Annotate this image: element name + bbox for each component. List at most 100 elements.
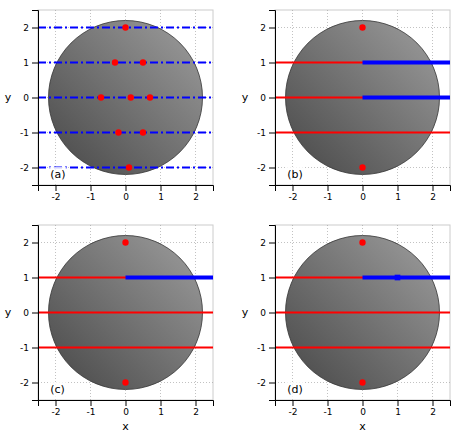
y-axis-label: y xyxy=(5,91,12,104)
tick: -2 xyxy=(20,163,38,173)
tick-mark xyxy=(32,278,38,279)
point xyxy=(140,129,146,135)
x-axis: -2-1012 xyxy=(276,400,451,417)
tick: 2 xyxy=(430,185,436,202)
point xyxy=(359,379,365,385)
grid-line xyxy=(275,62,450,63)
tick: 0 xyxy=(23,93,38,103)
y-axis: -2-1012 xyxy=(20,11,38,186)
tick-mark xyxy=(293,400,294,406)
grid-line xyxy=(38,277,213,278)
tick-label: -1 xyxy=(324,192,333,202)
panel-label: (b) xyxy=(287,168,303,181)
tick: 2 xyxy=(23,23,38,33)
tick: -1 xyxy=(257,343,275,353)
plot-frame xyxy=(275,225,450,400)
annotation: (b) xyxy=(286,167,304,182)
tick-label: 0 xyxy=(123,192,129,202)
plot-frame xyxy=(275,10,450,185)
tick: -1 xyxy=(20,128,38,138)
axis-line xyxy=(269,226,276,401)
panel-label-background xyxy=(49,167,66,182)
panel-label-background xyxy=(286,167,304,182)
panel-label-background xyxy=(286,382,304,397)
tick-label: 1 xyxy=(158,192,164,202)
tick-mark xyxy=(91,185,92,191)
tick-label: -1 xyxy=(257,343,266,353)
tick-mark xyxy=(269,98,275,99)
tick-label: -2 xyxy=(52,407,61,417)
plot-area xyxy=(38,225,213,400)
y-axis: -2-1012 xyxy=(20,226,38,401)
tick-label: 2 xyxy=(430,192,436,202)
tick: 1 xyxy=(158,400,164,417)
tick-label: 2 xyxy=(260,238,266,248)
tick: -2 xyxy=(257,378,275,388)
series xyxy=(363,277,451,278)
tick-mark xyxy=(56,400,57,406)
grid-line xyxy=(38,347,213,348)
tick-label: 2 xyxy=(260,23,266,33)
tick-label: 2 xyxy=(193,192,199,202)
tick-mark xyxy=(32,98,38,99)
point xyxy=(126,164,132,170)
tick-mark xyxy=(161,185,162,191)
horizontal-line xyxy=(275,277,450,279)
tick: 0 xyxy=(260,93,275,103)
annotation: (c) xyxy=(49,382,66,397)
tick: 1 xyxy=(260,58,275,68)
tick-label: 0 xyxy=(260,308,266,318)
panel: -2-1012-2-1012y(a) xyxy=(5,10,214,202)
point xyxy=(359,164,365,170)
tick-label: 2 xyxy=(430,407,436,417)
point xyxy=(122,24,128,30)
tick-mark xyxy=(126,400,127,406)
axis-line xyxy=(39,401,214,407)
tick-mark xyxy=(269,243,275,244)
grid-line xyxy=(275,277,450,278)
horizontal-line xyxy=(275,312,450,314)
series xyxy=(38,278,213,348)
tick-label: 0 xyxy=(260,93,266,103)
tick-mark xyxy=(91,400,92,406)
tick: 1 xyxy=(23,273,38,283)
tick-mark xyxy=(161,400,162,406)
tick-label: 0 xyxy=(123,407,129,417)
panel-label: (d) xyxy=(287,383,303,396)
y-axis: -2-1012 xyxy=(257,226,275,401)
horizontal-line xyxy=(38,97,213,99)
horizontal-line xyxy=(275,347,450,349)
tick-mark xyxy=(363,185,364,191)
series xyxy=(395,275,401,281)
point xyxy=(147,94,153,100)
x-axis: -2-1012 xyxy=(39,185,214,202)
point xyxy=(359,24,365,30)
tick-label: -2 xyxy=(289,192,298,202)
y-axis: -2-1012 xyxy=(257,11,275,186)
tick-mark xyxy=(398,185,399,191)
tick-mark xyxy=(363,400,364,406)
tick-mark xyxy=(269,133,275,134)
tick: -2 xyxy=(52,400,61,417)
axis-line xyxy=(276,186,451,192)
tick: 2 xyxy=(23,238,38,248)
tick: -2 xyxy=(52,185,61,202)
tick: 2 xyxy=(260,238,275,248)
panel: -2-1012-2-1012xy(c) xyxy=(5,225,214,433)
tick-mark xyxy=(32,63,38,64)
tick-label: -2 xyxy=(52,192,61,202)
tick: -1 xyxy=(87,400,96,417)
tick-mark xyxy=(196,185,197,191)
plot-frame xyxy=(38,10,213,185)
tick-label: 1 xyxy=(23,273,29,283)
x-axis-label: x xyxy=(359,420,366,433)
tick-mark xyxy=(328,400,329,406)
series xyxy=(363,97,451,98)
tick-label: 2 xyxy=(193,407,199,417)
tick-label: -1 xyxy=(257,128,266,138)
point xyxy=(122,379,128,385)
tick: -1 xyxy=(257,128,275,138)
segment xyxy=(363,276,451,280)
segment xyxy=(363,96,451,100)
point xyxy=(115,129,121,135)
